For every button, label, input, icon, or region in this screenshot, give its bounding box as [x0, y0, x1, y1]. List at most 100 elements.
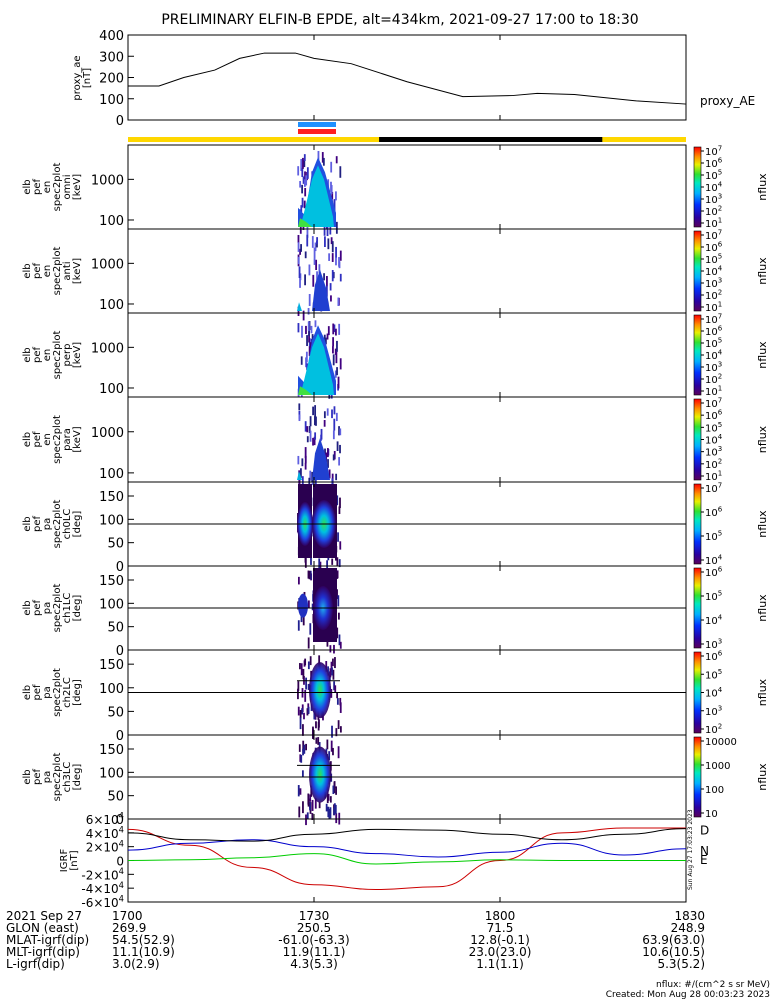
en-anti-ylabel-line: [keV]	[72, 258, 83, 284]
spectrogram-pixel	[314, 798, 317, 809]
spectrogram-plume	[312, 269, 330, 311]
spectrogram-pixel	[307, 793, 310, 805]
en-perp-ylabel-line: perp	[62, 344, 73, 367]
pa-ch2-colorbar	[693, 651, 702, 734]
spectrogram-pixel	[302, 724, 304, 736]
spectrogram-pixel	[297, 242, 300, 252]
spectrogram-pixel	[323, 273, 325, 281]
pa-ch2-ytick-label: 50	[107, 705, 124, 720]
ephemeris-value: 1800	[485, 909, 516, 923]
ephemeris-value: -61.0(-63.3)	[278, 933, 349, 947]
spectrogram-pixel	[334, 348, 337, 355]
spectrogram-pixel	[315, 721, 317, 729]
pa-ch1-ylabel: elb pef pa spec2plot ch1LC [deg]	[22, 584, 83, 633]
spectrogram-pixel	[309, 801, 311, 809]
footer-created: Created: Mon Aug 28 00:03:23 2023	[606, 990, 770, 1000]
spectrogram-pixel	[308, 331, 310, 343]
spectrogram-pixel	[337, 595, 340, 607]
spectrogram-pixel	[325, 285, 328, 297]
spectrogram-pixel	[333, 681, 336, 691]
spectrogram-pixel	[314, 242, 317, 252]
pa-ch1-colorbar-tick-label: 103	[705, 638, 722, 652]
spectrogram-pixel	[336, 340, 338, 352]
pa-ch1-ylabel-line: elb	[22, 600, 33, 615]
igrf-ytick-label: 4×104	[86, 824, 124, 840]
spectrogram-pixel	[309, 430, 312, 442]
spectrogram-pixel	[297, 706, 300, 716]
spectrogram-pixel	[323, 420, 326, 427]
ephemeris-value: 54.5(52.9)	[112, 933, 175, 947]
spectrogram-pixel	[302, 668, 305, 680]
pa-ch0-spectrogram	[297, 484, 342, 572]
en-para-ylabel-line: en	[42, 433, 53, 446]
spectrogram-pixel	[333, 199, 336, 212]
en-perp-frame	[127, 312, 687, 398]
spectrogram-pixel	[331, 667, 333, 676]
spectrogram-pixel	[325, 452, 328, 463]
spectrogram-pixel	[333, 644, 335, 654]
pa-ch1-ylabel-line: spec2plot	[52, 584, 63, 633]
spectrogram-pixel	[312, 728, 314, 739]
spectrogram-pixel	[319, 561, 322, 572]
spectrogram-pixel	[298, 403, 301, 411]
en-para-colorbar-tick-label: 105	[705, 421, 722, 435]
en-anti-frame	[127, 228, 687, 314]
ephemeris-value: 71.5	[487, 921, 514, 935]
pa-ch1-ytick-label: 50	[107, 621, 124, 636]
ephemeris-row-label: 2021 Sep 27	[6, 909, 82, 923]
igrf-legend-entry: E	[700, 853, 708, 867]
pa-ch0-ylabel-line: ch0LC	[62, 509, 73, 540]
en-anti-ylabel-line: elb	[22, 263, 33, 278]
spectrogram-pixel	[304, 658, 307, 666]
spectrogram-pixel	[332, 271, 335, 279]
spectrogram-pixel	[326, 739, 329, 750]
en-anti-colorbar-tick-label: 102	[705, 289, 722, 303]
pa-ch1-colorbar-tick-label: 104	[705, 614, 723, 628]
spectrogram-pixel	[311, 334, 314, 342]
spectrogram-pixel	[309, 470, 312, 481]
spectrogram-pixel	[336, 692, 339, 699]
spectrogram-pixel	[337, 720, 340, 729]
en-perp-colorbar-tick-label: 107	[705, 313, 722, 327]
pa-ch0-ytick-label: 150	[99, 490, 124, 505]
en-para-colorbar-tick-label: 101	[705, 470, 722, 484]
spectrogram-pixel	[326, 560, 329, 569]
pa-ch2-ylabel: elb pef pa spec2plot ch2LC [deg]	[22, 668, 83, 717]
spectrogram-pixel	[316, 271, 318, 284]
pa-ch3-spectrogram	[297, 737, 341, 826]
pa-ch1-ytick-label: 100	[99, 597, 124, 612]
spectrogram-pixel	[329, 761, 332, 771]
spectrogram-pixel	[306, 167, 309, 179]
spectrogram-pixel	[304, 455, 307, 464]
spectrogram-pixel	[314, 320, 317, 328]
spectrogram-pixel	[297, 256, 300, 265]
spectrogram-pixel	[303, 154, 306, 162]
spectrogram-pixel	[299, 276, 301, 288]
spectrogram-pixel	[307, 637, 310, 649]
pa-ch3-ylabel-line: pa	[42, 771, 53, 783]
en-perp-ylabel-line: spec2plot	[52, 331, 63, 380]
pa-ch2-colorbar-tick-label: 103	[705, 704, 722, 718]
en-anti-ylabel: elb pef en spec2plot anti [keV]	[22, 247, 83, 296]
spectrogram-pixel	[298, 806, 301, 818]
spectrogram-pixel	[305, 175, 308, 186]
ephemeris-value: 11.1(10.9)	[112, 945, 175, 959]
spectrogram-pixel	[339, 273, 342, 282]
pa-ch3-ylabel: elb pef pa spec2plot ch3LC [deg]	[22, 753, 83, 802]
ephemeris-value: 1830	[674, 909, 705, 923]
spectrogram-pixel	[310, 554, 312, 565]
spectrogram-pixel	[330, 161, 333, 173]
spectrogram-pixel	[331, 409, 333, 419]
spectrogram-pixel	[314, 432, 317, 440]
spectrogram-pixel	[334, 804, 337, 814]
en-anti-ylabel-line: anti	[62, 261, 73, 280]
spectrogram-pixel	[300, 205, 303, 213]
en-para-frame	[127, 396, 687, 483]
en-para-ytick-label: 100	[99, 467, 124, 482]
pa-ch2-ytick-label: 100	[99, 682, 124, 697]
en-perp-ylabel-line: en	[42, 349, 53, 362]
proxy-ae-legend: proxy_AE	[700, 94, 755, 108]
spectrogram-pixel	[303, 179, 306, 187]
spectrogram-pixel	[339, 497, 341, 509]
ephemeris-value: 269.9	[112, 921, 146, 935]
